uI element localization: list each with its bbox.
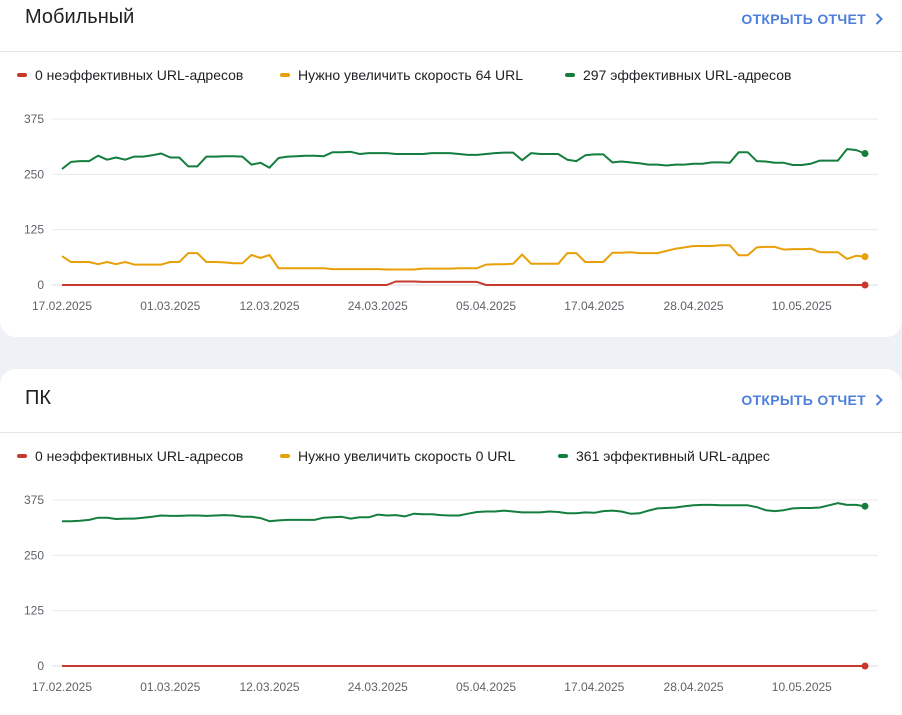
legend-label: Нужно увеличить скорость 64 URL: [298, 67, 524, 83]
y-tick-label: 375: [24, 493, 44, 507]
series-end-point-orange: [861, 253, 869, 261]
legend-label: 361 эффективный URL-адрес: [576, 448, 770, 464]
y-tick-label: 250: [24, 548, 44, 562]
mobile-card: Мобильный ОТКРЫТЬ ОТЧЕТ 0 неэффективных …: [0, 0, 902, 337]
legend-item-needs-improvement[interactable]: Нужно увеличить скорость 0 URL: [280, 448, 515, 464]
mobile-chart: 0 125 250 375 17.02.2025 01.03.2025 12.03.2025…: [24, 112, 878, 313]
legend-label: 0 неэффективных URL-адресов: [35, 448, 244, 464]
y-tick-label: 125: [24, 223, 44, 237]
x-tick-label: 17.02.2025: [32, 680, 92, 694]
legend-swatch: [17, 73, 27, 77]
series-line-orange: [61, 244, 866, 271]
legend-item-good[interactable]: 361 эффективный URL-адрес: [558, 448, 770, 464]
card-title: ПК: [25, 387, 52, 409]
series-line-red: [62, 280, 865, 286]
series-end-point-green: [861, 502, 869, 510]
x-tick-label: 10.05.2025: [772, 299, 832, 313]
legend-label: Нужно увеличить скорость 0 URL: [298, 448, 516, 464]
card-title: Мобильный: [25, 6, 135, 28]
pc-card: ПК ОТКРЫТЬ ОТЧЕТ 0 неэффективных URL-адр…: [0, 369, 902, 715]
open-report-button[interactable]: ОТКРЫТЬ ОТЧЕТ: [741, 11, 886, 27]
series-line-green: [61, 148, 866, 170]
legend-label: 297 эффективных URL-адресов: [583, 67, 792, 83]
x-tick-label: 12.03.2025: [239, 680, 299, 694]
legend-item-poor[interactable]: 0 неэффективных URL-адресов: [17, 67, 243, 83]
x-tick-label: 17.04.2025: [564, 680, 624, 694]
divider: [0, 51, 902, 52]
y-tick-label: 375: [24, 112, 44, 126]
legend-swatch: [280, 73, 290, 77]
x-tick-label: 17.04.2025: [564, 299, 624, 313]
open-report-label: ОТКРЫТЬ ОТЧЕТ: [741, 11, 866, 27]
x-tick-label: 10.05.2025: [772, 680, 832, 694]
x-tick-label: 05.04.2025: [456, 299, 516, 313]
y-tick-label: 125: [24, 604, 44, 618]
x-tick-label: 05.04.2025: [456, 680, 516, 694]
x-tick-label: 12.03.2025: [239, 299, 299, 313]
legend-item-needs-improvement[interactable]: Нужно увеличить скорость 64 URL: [280, 67, 523, 83]
series-end-point-red: [861, 281, 869, 289]
open-report-label: ОТКРЫТЬ ОТЧЕТ: [741, 392, 866, 408]
x-tick-label: 17.02.2025: [32, 299, 92, 313]
chevron-right-icon: [875, 13, 883, 25]
series-line-green: [62, 502, 866, 523]
pc-chart: 0 125 250 375 17.02.2025 01.03.2025 12.03.2025…: [24, 493, 878, 694]
legend-item-good[interactable]: 297 эффективных URL-адресов: [565, 67, 791, 83]
legend-swatch: [17, 454, 27, 458]
x-tick-label: 24.03.2025: [348, 680, 408, 694]
x-tick-label: 28.04.2025: [664, 680, 724, 694]
series-end-point-green: [861, 150, 869, 158]
y-tick-label: 0: [37, 278, 44, 292]
legend-swatch: [280, 454, 290, 458]
x-tick-label: 24.03.2025: [348, 299, 408, 313]
y-tick-label: 0: [37, 659, 44, 673]
legend-swatch: [565, 73, 575, 77]
legend: 0 неэффективных URL-адресов Нужно увелич…: [17, 448, 902, 468]
x-tick-label: 01.03.2025: [140, 680, 200, 694]
legend-label: 0 неэффективных URL-адресов: [35, 67, 244, 83]
series-end-point-red: [861, 662, 869, 670]
y-tick-label: 250: [24, 167, 44, 181]
open-report-button[interactable]: ОТКРЫТЬ ОТЧЕТ: [741, 392, 886, 408]
legend: 0 неэффективных URL-адресов Нужно увелич…: [17, 67, 902, 87]
x-tick-label: 28.04.2025: [664, 299, 724, 313]
divider: [0, 432, 902, 433]
x-tick-label: 01.03.2025: [140, 299, 200, 313]
legend-swatch: [558, 454, 568, 458]
legend-item-poor[interactable]: 0 неэффективных URL-адресов: [17, 448, 243, 464]
chevron-right-icon: [875, 394, 883, 406]
